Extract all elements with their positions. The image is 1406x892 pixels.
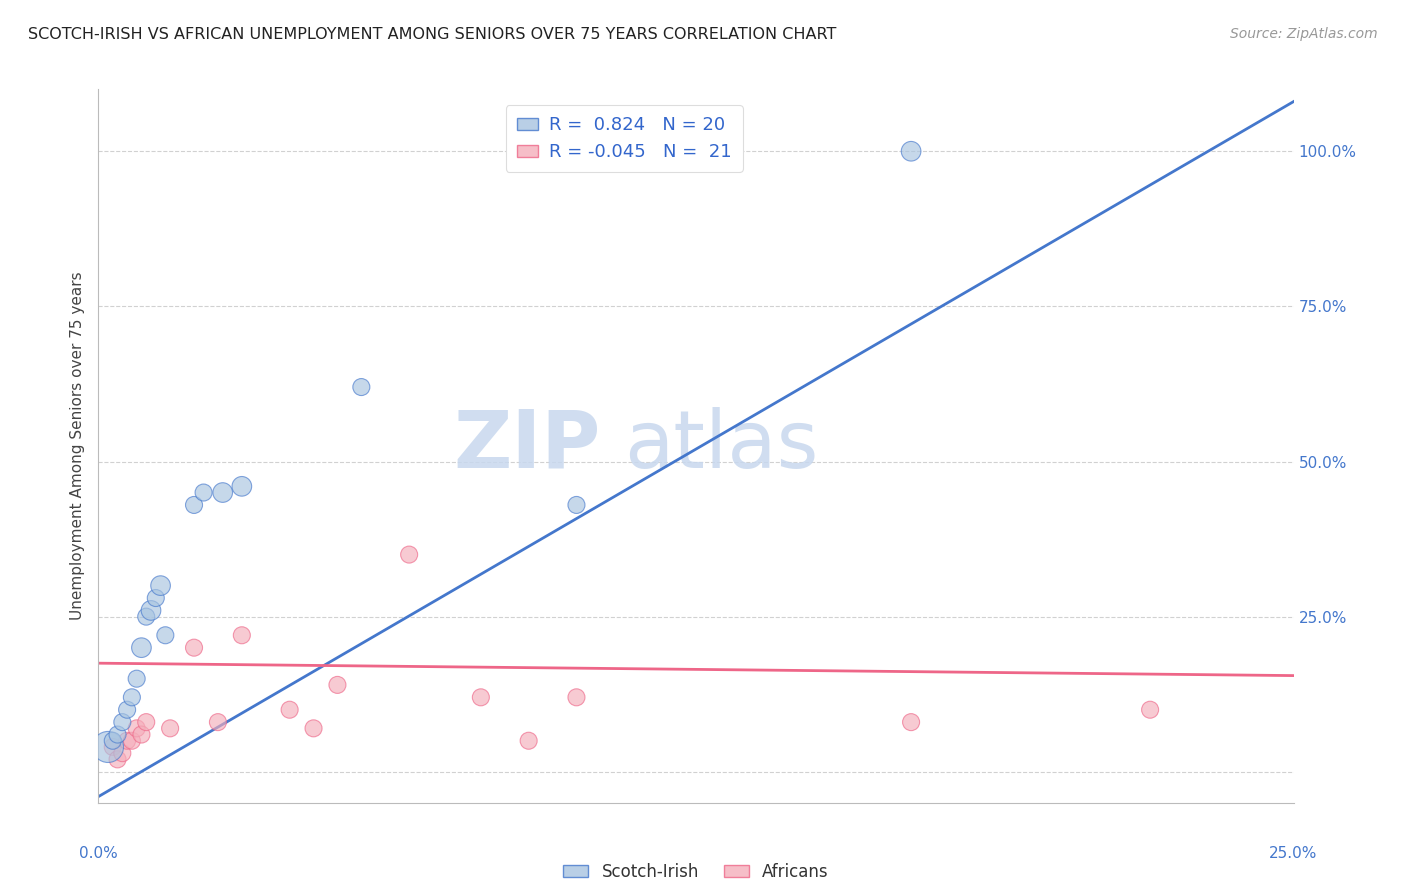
- Point: [302, 722, 325, 736]
- Point: [231, 479, 253, 493]
- Point: [565, 498, 588, 512]
- Point: [193, 485, 215, 500]
- Point: [517, 733, 540, 747]
- Point: [183, 498, 205, 512]
- Point: [900, 715, 922, 730]
- Point: [149, 579, 172, 593]
- Point: [115, 733, 138, 747]
- Text: Source: ZipAtlas.com: Source: ZipAtlas.com: [1230, 27, 1378, 41]
- Point: [135, 715, 157, 730]
- Point: [131, 640, 153, 655]
- Point: [900, 145, 922, 159]
- Text: ZIP: ZIP: [453, 407, 600, 485]
- Point: [1139, 703, 1161, 717]
- Point: [135, 609, 157, 624]
- Point: [145, 591, 167, 605]
- Point: [207, 715, 229, 730]
- Point: [107, 752, 129, 766]
- Point: [111, 715, 134, 730]
- Point: [121, 733, 143, 747]
- Point: [131, 727, 153, 741]
- Point: [326, 678, 349, 692]
- Legend: Scotch-Irish, Africans: Scotch-Irish, Africans: [557, 856, 835, 888]
- Point: [470, 690, 492, 705]
- Point: [565, 690, 588, 705]
- Point: [278, 703, 301, 717]
- Point: [121, 690, 143, 705]
- Point: [155, 628, 177, 642]
- Y-axis label: Unemployment Among Seniors over 75 years: Unemployment Among Seniors over 75 years: [69, 272, 84, 620]
- Point: [107, 727, 129, 741]
- Point: [97, 739, 120, 754]
- Point: [111, 746, 134, 760]
- Point: [350, 380, 373, 394]
- Text: SCOTCH-IRISH VS AFRICAN UNEMPLOYMENT AMONG SENIORS OVER 75 YEARS CORRELATION CHA: SCOTCH-IRISH VS AFRICAN UNEMPLOYMENT AMO…: [28, 27, 837, 42]
- Text: 0.0%: 0.0%: [79, 847, 118, 862]
- Point: [231, 628, 253, 642]
- Text: atlas: atlas: [624, 407, 818, 485]
- Point: [125, 672, 148, 686]
- Point: [115, 703, 138, 717]
- Point: [183, 640, 205, 655]
- Point: [398, 548, 420, 562]
- Point: [101, 739, 124, 754]
- Point: [211, 485, 233, 500]
- Point: [139, 603, 162, 617]
- Point: [101, 733, 124, 747]
- Text: 25.0%: 25.0%: [1270, 847, 1317, 862]
- Point: [159, 722, 181, 736]
- Point: [125, 722, 148, 736]
